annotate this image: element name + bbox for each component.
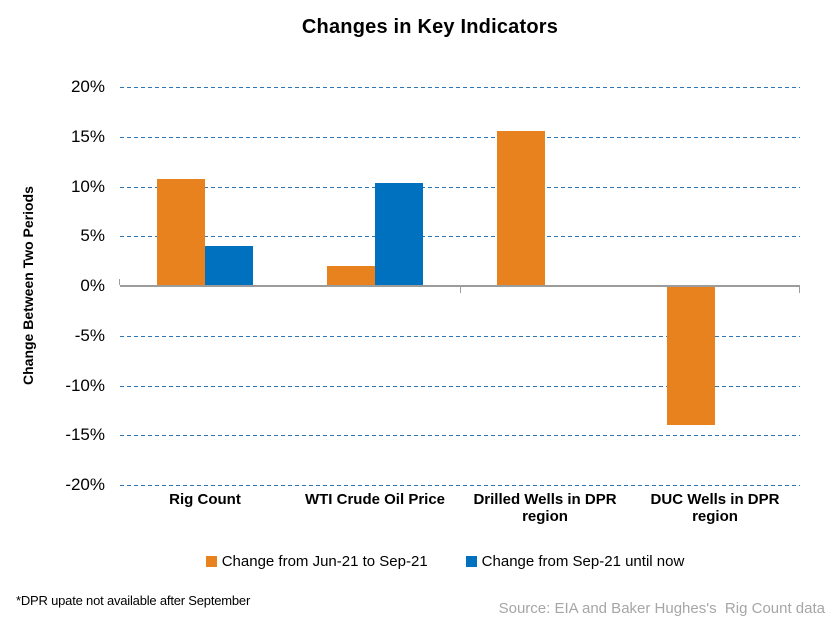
y-tick-label: -10% [65,376,105,395]
x-axis-label: Drilled Wells in DPR region [473,491,617,525]
y-tick-label: 20% [70,77,105,96]
bar-series0-cat2 [497,131,545,286]
gridline-15 [120,137,800,138]
gridline--20 [120,485,800,486]
x-axis-line [120,285,800,287]
y-tick-label: 10% [70,177,105,196]
y-tick-label: -20% [65,475,105,494]
chart-title: Changes in Key Indicators [301,16,559,38]
bar-series1-cat1 [375,183,423,286]
gridline--5 [120,336,800,337]
legend-label: Change from Sep-21 until now [481,552,685,570]
y-tick-label: 5% [80,226,105,245]
bar-series0-cat0 [157,179,205,286]
gridline--15 [120,435,800,436]
axis-tick-end [799,287,800,293]
legend-item-0: Change from Jun-21 to Sep-21 [205,552,428,570]
bar-series0-cat3 [667,286,715,425]
footnote: *DPR upate not available after September [16,593,251,608]
gridline-5 [120,236,800,237]
y-tick-label: -5% [74,326,105,345]
gridline-20 [120,87,800,88]
x-axis-label: Rig Count [169,491,241,508]
legend: Change from Jun-21 to Sep-21 Change from … [105,551,785,571]
legend-label: Change from Jun-21 to Sep-21 [221,552,428,570]
gridline-10 [120,187,800,188]
y-tick-label: -15% [65,425,105,444]
x-axis-label: WTI Crude Oil Price [304,491,446,508]
source-credit: Source: EIA and Baker Hughes's Rig Count… [498,600,825,617]
legend-swatch-icon [465,555,477,567]
bar-series1-cat0 [205,246,253,286]
axis-tick-start [119,279,120,285]
x-axis-label: DUC Wells in DPR region [650,491,780,525]
legend-item-1: Change from Sep-21 until now [465,552,685,570]
bar-series0-cat1 [327,266,375,286]
y-tick-label: 0% [80,276,105,295]
axis-tick-mid [460,287,461,293]
gridline--10 [120,386,800,387]
y-tick-label: 15% [70,127,105,146]
legend-swatch-icon [205,555,217,567]
